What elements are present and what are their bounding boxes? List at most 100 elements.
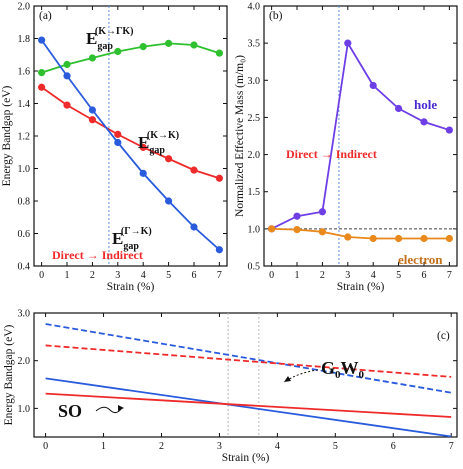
- data-point: [394, 234, 403, 243]
- x-axis-label: Strain (%): [222, 452, 270, 464]
- arrow-glyph: →: [318, 147, 336, 161]
- label-hole: hole: [414, 97, 437, 112]
- plot-frame: [263, 5, 458, 267]
- so-arrowhead: [118, 405, 124, 411]
- x-tick-label: 0: [39, 270, 44, 281]
- y-tick-label: 1.0: [18, 404, 31, 415]
- y-tick-label: 2.0: [18, 356, 31, 367]
- data-point: [88, 106, 97, 114]
- y-axis-label: Energy Bandgap (eV): [3, 324, 15, 425]
- y-tick-label: 1.2: [18, 132, 31, 143]
- data-point: [139, 43, 147, 51]
- data-point: [369, 234, 377, 243]
- y-tick-label: 0.5: [248, 262, 261, 273]
- data-point: [164, 39, 173, 47]
- x-tick-label: 1: [101, 441, 106, 452]
- x-tick-label: 5: [333, 441, 338, 452]
- x-tick-label: 7: [449, 441, 454, 452]
- data-point: [164, 155, 173, 163]
- indirect-label: Indirect: [336, 147, 377, 161]
- label-egap-green: Egap (K→ΓK): [86, 26, 134, 52]
- gw-sub1: 0: [335, 369, 341, 381]
- egap-sup: (K→ΓK): [95, 26, 134, 37]
- x-tick-label: 1: [295, 270, 300, 281]
- y-tick-label: 3.5: [248, 39, 261, 50]
- data-point: [293, 212, 301, 220]
- x-tick-label: 2: [320, 270, 325, 281]
- egap-sub: gap: [149, 145, 165, 156]
- data-point: [190, 223, 198, 231]
- label-gw: G0W0: [321, 358, 365, 381]
- panel-label: (b): [269, 10, 283, 22]
- series-line-0: [41, 42, 220, 74]
- x-tick-label: 0: [43, 441, 48, 452]
- gw-g: G: [321, 358, 335, 378]
- direct-label: Direct: [286, 147, 318, 161]
- gw-sub2: 0: [359, 369, 365, 381]
- series-line-2: [40, 39, 220, 251]
- y-tick-label: 0.6: [18, 229, 31, 240]
- data-point: [318, 208, 327, 216]
- egap-sup: (K→K): [147, 130, 179, 141]
- series-line-1: [45, 344, 452, 378]
- y-tick-label: 3.0: [18, 309, 31, 320]
- series-line-1: [271, 227, 450, 240]
- x-tick-label: 5: [396, 270, 401, 281]
- data-point: [63, 72, 71, 80]
- series-line-0: [45, 323, 452, 394]
- x-tick-label: 5: [166, 270, 171, 281]
- y-axis-label: Normalized Effective Mass (m/m₀): [234, 55, 246, 217]
- gw-w: W: [341, 358, 359, 378]
- data-point: [139, 143, 147, 151]
- data-point: [215, 174, 223, 182]
- panel-a: 0 1 2 3 4 5 6 7 0.4 0.6 0.8 1.0 1.2 1.4 1.6 1.8 2.0 Strai…: [1, 2, 228, 293]
- data-point: [88, 116, 97, 124]
- data-point: [344, 233, 352, 241]
- x-tick-label: 2: [90, 270, 95, 281]
- data-point: [38, 36, 46, 44]
- y-tick-label: 1.0: [248, 224, 261, 235]
- y-tick-label: 1.5: [248, 187, 261, 198]
- label-egap-blue: Egap (Γ→K): [112, 226, 152, 252]
- data-point: [318, 228, 327, 236]
- y-axis-label: Energy Bandgap (eV): [1, 85, 13, 186]
- data-point: [190, 41, 198, 49]
- data-point: [420, 234, 428, 243]
- x-tick-label: 6: [391, 441, 396, 452]
- y-tick-label: 1.0: [18, 164, 31, 175]
- data-point: [445, 126, 453, 134]
- x-tick-label: 3: [217, 441, 222, 452]
- data-point: [139, 169, 147, 177]
- y-tick-label: 0.4: [18, 262, 31, 273]
- data-point: [394, 104, 403, 113]
- data-point: [63, 101, 71, 109]
- y-tick-label: 0.8: [18, 197, 31, 208]
- plot-frame: [33, 312, 458, 438]
- x-tick-label: 3: [345, 270, 350, 281]
- y-tick-label: 2.0: [248, 150, 261, 161]
- x-tick-label: 1: [65, 270, 70, 281]
- data-point: [420, 118, 428, 126]
- x-tick-label: 4: [275, 441, 280, 452]
- y-tick-label: 4.0: [248, 2, 261, 13]
- y-tick-label: 1.4: [18, 99, 31, 110]
- y-tick-label: 3.0: [248, 76, 261, 87]
- data-point: [38, 69, 46, 77]
- arrow-glyph: →: [84, 248, 102, 262]
- label-electron: electron: [398, 252, 443, 267]
- panel-c: 0 1 2 3 4 5 6 7 1.0 2.0 3.0 Strain (%) Energy Bandga…: [3, 309, 458, 464]
- data-point: [344, 39, 352, 47]
- x-axis-label: Strain (%): [107, 281, 155, 293]
- egap-base: E: [112, 229, 123, 248]
- panel-label: (a): [39, 10, 52, 22]
- data-point: [88, 54, 97, 62]
- x-tick-label: 2: [159, 441, 164, 452]
- data-point: [38, 83, 46, 91]
- x-tick-label: 3: [115, 270, 120, 281]
- series-line-1: [41, 86, 220, 180]
- data-point: [114, 130, 122, 138]
- x-tick-label: 6: [421, 270, 426, 281]
- data-point: [114, 47, 122, 56]
- data-point: [215, 49, 223, 57]
- data-point: [164, 197, 173, 205]
